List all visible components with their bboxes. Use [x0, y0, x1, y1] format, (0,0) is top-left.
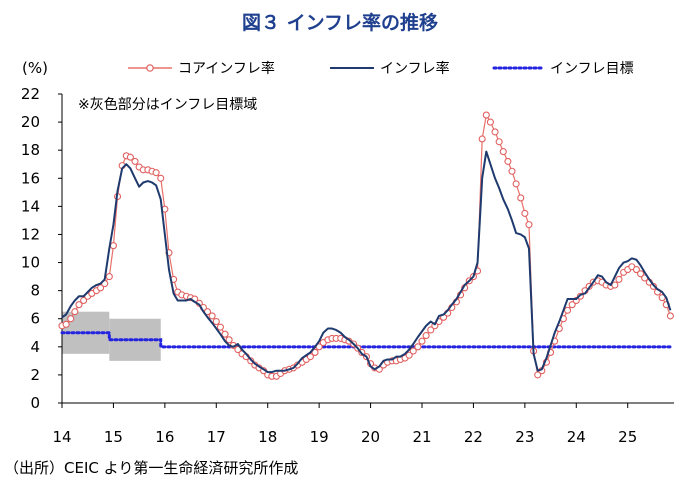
core-inflation-point	[495, 138, 503, 146]
core-inflation-point	[414, 343, 422, 351]
core-inflation-point	[534, 371, 542, 379]
x-tick-label: 16	[155, 428, 174, 446]
y-axis-unit-label: (%)	[22, 59, 48, 77]
x-tick-label: 22	[464, 428, 483, 446]
series-line-inflation	[61, 150, 672, 374]
core-inflation-point	[499, 148, 507, 156]
core-inflation-point	[105, 273, 113, 281]
x-tick-label: 17	[207, 428, 226, 446]
series	[58, 111, 674, 380]
core-inflation-point	[482, 111, 490, 119]
legend-label-inflation: インフレ率	[380, 60, 450, 77]
x-tick-label: 21	[412, 428, 431, 446]
y-tick-label: 18	[21, 141, 40, 159]
core-inflation-point	[109, 242, 117, 250]
core-inflation-point	[409, 347, 417, 355]
core-inflation-point	[71, 308, 79, 316]
x-tick-label: 20	[361, 428, 380, 446]
core-inflation-point	[157, 174, 165, 182]
source-note: （出所）CEIC より第一生命経済研究所作成	[4, 459, 299, 477]
core-inflation-point	[216, 323, 224, 331]
core-inflation-point	[221, 330, 229, 338]
y-tick-label: 0	[30, 394, 40, 412]
core-inflation-point	[80, 296, 88, 305]
core-inflation-point	[131, 157, 139, 165]
legend-label-inflation-target: インフレ目標	[550, 61, 634, 77]
y-tick-label: 16	[21, 169, 40, 187]
core-inflation-point	[637, 270, 645, 278]
target-band-note: ※灰色部分はインフレ目標域	[78, 96, 257, 113]
core-inflation-point	[517, 194, 525, 202]
core-inflation-point	[418, 337, 426, 345]
legend-item-inflation-target: インフレ目標	[492, 61, 634, 77]
core-inflation-point	[427, 326, 435, 334]
y-tick-label: 4	[30, 338, 40, 356]
legend: コアインフレ率 インフレ率 インフレ目標	[128, 60, 634, 77]
y-tick-label: 22	[21, 85, 40, 103]
core-inflation-point	[67, 315, 75, 323]
target-band	[62, 311, 161, 361]
y-tick-label: 8	[30, 282, 40, 300]
x-tick-label: 25	[618, 428, 637, 446]
core-inflation-point	[152, 169, 160, 177]
y-tick-label: 12	[21, 225, 40, 243]
core-inflation-point	[97, 284, 105, 292]
core-inflation-point	[126, 153, 134, 161]
x-tick-label: 23	[515, 428, 534, 446]
core-inflation-point	[422, 332, 430, 340]
core-inflation-point	[212, 317, 220, 326]
core-inflation-point	[525, 221, 533, 229]
legend-label-core-inflation: コアインフレ率	[178, 60, 275, 77]
y-tick-label: 20	[21, 113, 40, 131]
legend-item-core-inflation: コアインフレ率	[128, 60, 275, 77]
core-inflation-point	[632, 266, 641, 274]
y-tick-label: 14	[21, 197, 40, 215]
core-inflation-point	[62, 320, 70, 328]
core-inflation-point	[666, 312, 674, 320]
core-inflation-point	[75, 301, 83, 309]
x-tick-label: 24	[567, 428, 586, 446]
core-inflation-point	[615, 275, 623, 283]
core-inflation-point	[208, 312, 216, 320]
core-inflation-point	[512, 180, 520, 188]
legend-item-inflation: インフレ率	[330, 60, 450, 77]
series-line-inflation-target	[60, 331, 672, 349]
core-inflation-point	[405, 351, 413, 359]
x-tick-label: 19	[310, 428, 329, 446]
core-inflation-point	[611, 281, 619, 289]
y-tick-label: 10	[21, 254, 40, 272]
core-inflation-point	[508, 167, 516, 175]
core-inflation-point	[504, 157, 512, 165]
core-inflation-point	[311, 348, 319, 356]
x-tick-label: 14	[52, 428, 71, 446]
x-tick-label: 15	[104, 428, 123, 446]
chart-title: 図３ インフレ率の推移	[242, 11, 438, 34]
core-inflation-point	[225, 336, 233, 344]
core-inflation-point	[521, 209, 529, 217]
core-inflation-point	[486, 118, 494, 126]
y-tick-label: 6	[30, 310, 40, 328]
core-inflation-point	[563, 306, 572, 314]
core-inflation-point	[491, 128, 499, 136]
core-inflation-point	[568, 301, 576, 309]
y-tick-label: 2	[30, 366, 40, 384]
core-inflation-point	[478, 135, 486, 143]
x-tick-label: 18	[258, 428, 277, 446]
